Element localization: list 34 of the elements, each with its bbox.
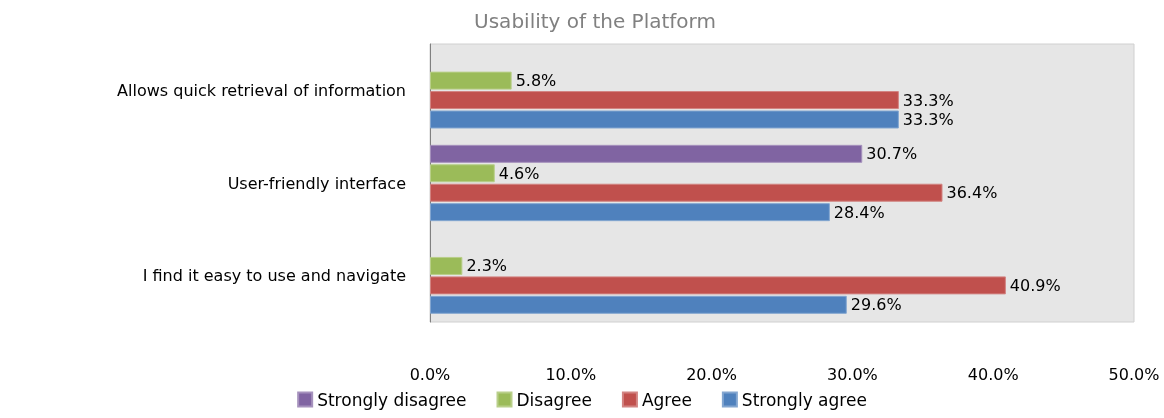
- data-label: 36.4%: [946, 183, 998, 203]
- bar: [430, 164, 495, 183]
- data-label: 28.4%: [833, 202, 885, 222]
- bar: [430, 203, 830, 222]
- bar: [430, 144, 863, 163]
- x-tick-label: 20.0%: [686, 364, 738, 384]
- bar: [430, 110, 899, 129]
- x-tick-label: 50.0%: [1108, 364, 1160, 384]
- x-tick-label: 40.0%: [967, 364, 1019, 384]
- x-tick-label: 10.0%: [545, 364, 597, 384]
- bar: [430, 71, 512, 90]
- y-tick-label: I find it easy to use and navigate: [142, 266, 406, 286]
- x-tick-label: 30.0%: [826, 364, 878, 384]
- data-label: 29.6%: [850, 295, 902, 315]
- y-tick-label: User-friendly interface: [227, 173, 406, 193]
- bar: [430, 91, 899, 110]
- legend-label: Agree: [641, 389, 692, 410]
- chart-title: Usability of the Platform: [474, 9, 716, 33]
- legend-label: Disagree: [516, 389, 592, 410]
- data-label: 4.6%: [498, 163, 540, 183]
- y-tick-label: Allows quick retrieval of information: [117, 80, 406, 100]
- legend-label: Strongly disagree: [317, 389, 467, 410]
- bar: [430, 295, 847, 314]
- legend-label: Strongly agree: [741, 389, 867, 410]
- data-label: 33.3%: [902, 90, 954, 110]
- bar: [430, 183, 943, 202]
- data-label: 2.3%: [466, 256, 508, 276]
- data-label: 33.3%: [902, 109, 954, 129]
- bar: [430, 256, 463, 275]
- data-label: 30.7%: [866, 144, 918, 164]
- data-label: 40.9%: [1009, 275, 1061, 295]
- bar: [430, 276, 1006, 295]
- x-tick-label: 0.0%: [409, 364, 451, 384]
- data-label: 5.8%: [515, 71, 557, 91]
